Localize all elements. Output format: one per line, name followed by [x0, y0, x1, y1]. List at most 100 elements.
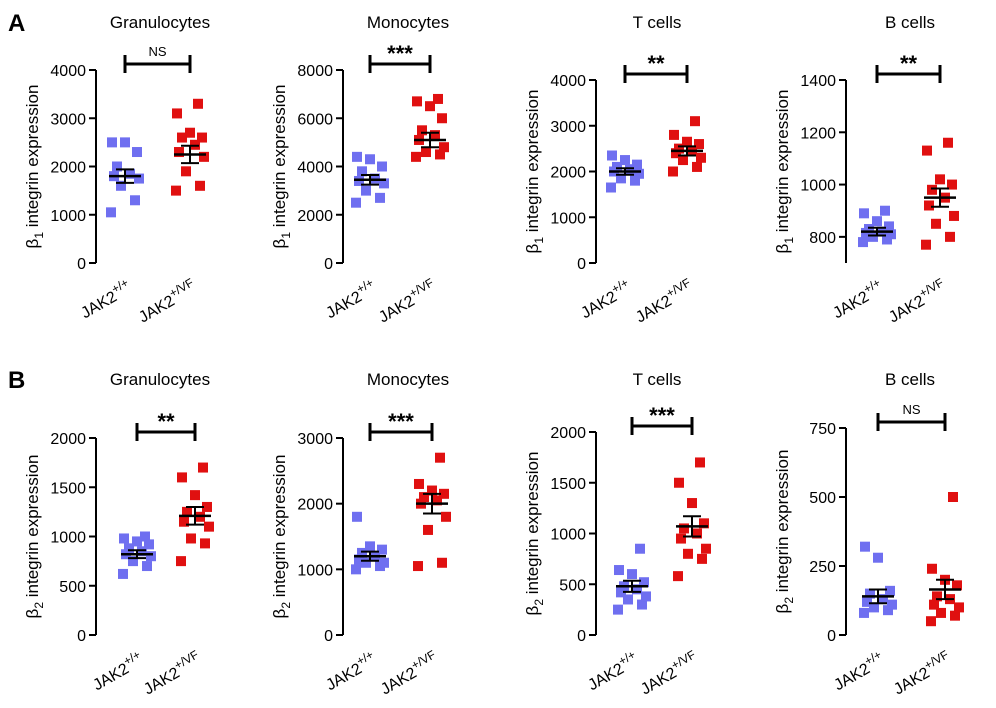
data-point	[921, 239, 931, 250]
category-label: JAK2+/+	[321, 275, 380, 322]
data-point	[674, 143, 684, 154]
data-point	[125, 168, 135, 179]
category-label: JAK2+/+	[576, 275, 635, 322]
data-point	[195, 180, 205, 191]
data-point	[948, 492, 958, 502]
y-tick-label: 1200	[800, 125, 836, 142]
data-point	[354, 554, 364, 565]
data-point	[632, 159, 642, 170]
data-point	[116, 180, 126, 191]
y-tick-label: 3000	[50, 111, 86, 128]
data-point	[927, 184, 937, 195]
data-point	[880, 205, 890, 216]
data-point	[883, 605, 893, 616]
y-axis-label-subscript: 1	[532, 237, 546, 244]
data-point	[112, 161, 122, 172]
data-point	[377, 544, 387, 555]
data-point	[873, 552, 883, 563]
category-label: JAK2+/VF	[636, 647, 702, 698]
y-axis-label: β2 integrin expression	[773, 450, 796, 614]
data-point	[949, 210, 959, 221]
category-label-sup: +/VF	[669, 647, 698, 672]
y-tick-label: 0	[827, 628, 836, 645]
data-point	[683, 548, 693, 559]
y-axis-label-text: integrin expression	[523, 452, 542, 599]
data-point	[884, 221, 894, 232]
data-point	[926, 616, 936, 627]
category-label-sup: +/VF	[664, 275, 693, 300]
data-point	[673, 571, 683, 582]
chart-title: T cells	[633, 13, 682, 32]
chart-title: Monocytes	[367, 13, 449, 32]
data-point	[872, 216, 882, 227]
data-point	[674, 477, 684, 488]
significance-label: NS	[148, 44, 166, 59]
y-tick-label: 1000	[297, 562, 333, 579]
significance-label: ***	[388, 409, 414, 434]
y-tick-label: 750	[809, 421, 836, 438]
category-label: JAK2+/VF	[139, 647, 205, 698]
data-point	[365, 154, 375, 165]
data-point	[421, 147, 431, 158]
y-tick-label: 1000	[800, 178, 836, 195]
data-point	[687, 498, 697, 509]
data-point	[954, 602, 964, 613]
data-point	[186, 533, 196, 544]
y-tick-label: 4000	[50, 63, 86, 80]
data-point	[352, 151, 362, 162]
data-point	[929, 599, 939, 610]
category-label: JAK2+/+	[828, 275, 887, 322]
data-point	[931, 218, 941, 229]
chart-title: Granulocytes	[110, 370, 210, 389]
y-axis-label: β1 integrin expression	[270, 85, 293, 249]
data-point	[695, 457, 705, 468]
y-axis-label-subscript: 2	[782, 597, 796, 604]
data-point	[414, 478, 424, 489]
data-point	[696, 152, 706, 163]
data-point	[690, 116, 700, 127]
data-point	[439, 488, 449, 499]
data-point	[882, 234, 892, 245]
data-point	[144, 539, 154, 550]
data-point	[204, 521, 214, 532]
data-point	[669, 129, 679, 140]
data-point	[134, 173, 144, 184]
y-tick-label: 6000	[297, 111, 333, 128]
data-point	[202, 501, 212, 512]
significance-label: NS	[902, 402, 920, 417]
data-point	[935, 174, 945, 185]
data-point	[425, 101, 435, 112]
data-point	[887, 599, 897, 610]
data-point	[417, 125, 427, 136]
data-point	[607, 150, 617, 161]
data-point	[352, 511, 362, 522]
data-point	[936, 607, 946, 618]
y-axis-label-text: integrin expression	[23, 85, 42, 232]
data-point	[357, 166, 367, 177]
y-tick-label: 500	[809, 490, 836, 507]
data-point	[412, 96, 422, 107]
data-point	[375, 192, 385, 203]
category-label: JAK2+/VF	[376, 647, 442, 698]
category-label: JAK2+/+	[321, 647, 380, 694]
chart-b-b-cells: B cells 0 250 500 750 β2 integrin expression N…	[773, 370, 964, 698]
data-point	[351, 197, 361, 208]
data-point	[637, 599, 647, 610]
data-point	[878, 594, 888, 605]
data-point	[860, 541, 870, 552]
data-point	[678, 155, 688, 166]
data-point	[437, 113, 447, 124]
y-tick-label: 1400	[800, 73, 836, 90]
data-point	[172, 108, 182, 119]
data-point	[858, 237, 868, 248]
y-axis-label-text: integrin expression	[270, 85, 289, 232]
data-point	[952, 580, 962, 591]
data-point	[641, 591, 651, 602]
y-tick-label: 0	[324, 256, 333, 273]
data-point	[932, 591, 942, 602]
category-label: JAK2+/+	[583, 647, 642, 694]
data-point	[365, 541, 375, 552]
